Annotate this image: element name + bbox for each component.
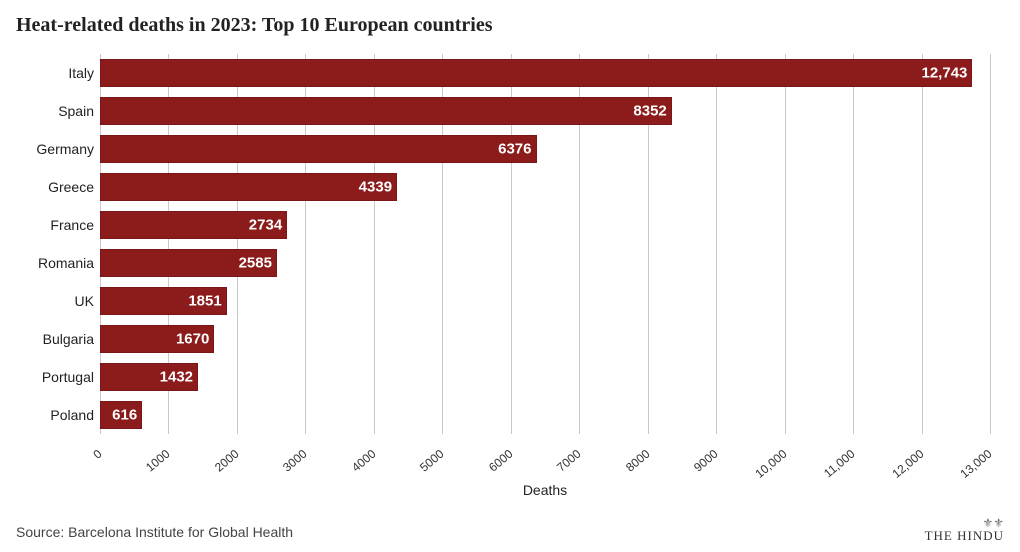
y-category-label: UK [75, 293, 94, 309]
bar-value-label: 1432 [160, 368, 193, 385]
bar: 2585 [100, 249, 277, 276]
y-category-label: Germany [36, 141, 94, 157]
y-category-label: Spain [58, 103, 94, 119]
x-tick-label: 11,000 [821, 447, 857, 481]
x-tick-label: 12,000 [889, 447, 926, 481]
x-tick-label: 5000 [417, 447, 446, 475]
y-category-label: Italy [68, 65, 94, 81]
chart-container: Heat-related deaths in 2023: Top 10 Euro… [0, 0, 1020, 552]
x-gridline [922, 54, 923, 434]
bar-value-label: 1670 [176, 330, 209, 347]
x-tick-label: 6000 [486, 447, 515, 475]
bar: 1432 [100, 363, 198, 390]
bar-value-label: 12,743 [922, 64, 968, 81]
x-tick-label: 0 [90, 447, 104, 462]
x-tick-label: 2000 [212, 447, 241, 475]
bar: 6376 [100, 135, 537, 162]
bar-value-label: 4339 [359, 178, 392, 195]
x-axis-title: Deaths [523, 482, 567, 498]
bar: 2734 [100, 211, 287, 238]
plot-area: 010002000300040005000600070008000900010,… [100, 54, 990, 434]
x-tick-label: 3000 [280, 447, 309, 475]
bar: 8352 [100, 97, 672, 124]
x-tick-label: 8000 [623, 447, 652, 475]
bar-value-label: 1851 [188, 292, 221, 309]
bar-value-label: 8352 [633, 102, 666, 119]
x-gridline [785, 54, 786, 434]
x-gridline [853, 54, 854, 434]
bar-value-label: 2585 [239, 254, 272, 271]
y-category-label: Bulgaria [43, 331, 94, 347]
x-gridline [716, 54, 717, 434]
x-tick-label: 10,000 [752, 447, 789, 481]
bar: 12,743 [100, 59, 972, 86]
x-tick-label: 13,000 [957, 447, 994, 481]
publisher-brand-text: THE HINDU [925, 529, 1004, 542]
y-category-label: Greece [48, 179, 94, 195]
y-category-label: Romania [38, 255, 94, 271]
bar-value-label: 616 [112, 406, 137, 423]
bar-value-label: 6376 [498, 140, 531, 157]
bar: 616 [100, 401, 142, 428]
x-tick-label: 4000 [349, 447, 378, 475]
bar: 4339 [100, 173, 397, 200]
x-tick-label: 9000 [691, 447, 720, 475]
publisher-crest-icon: ⚜︎⚜︎ [925, 517, 1004, 529]
x-tick-label: 1000 [143, 447, 172, 475]
y-category-label: France [50, 217, 94, 233]
bar: 1670 [100, 325, 214, 352]
x-tick-label: 7000 [554, 447, 583, 475]
source-attribution: Source: Barcelona Institute for Global H… [16, 524, 293, 540]
y-category-label: Poland [50, 407, 94, 423]
bar-value-label: 2734 [249, 216, 282, 233]
chart-title: Heat-related deaths in 2023: Top 10 Euro… [16, 14, 493, 37]
x-gridline [990, 54, 991, 434]
bar: 1851 [100, 287, 227, 314]
y-category-label: Portugal [42, 369, 94, 385]
publisher-brand: ⚜︎⚜︎ THE HINDU [925, 517, 1004, 542]
